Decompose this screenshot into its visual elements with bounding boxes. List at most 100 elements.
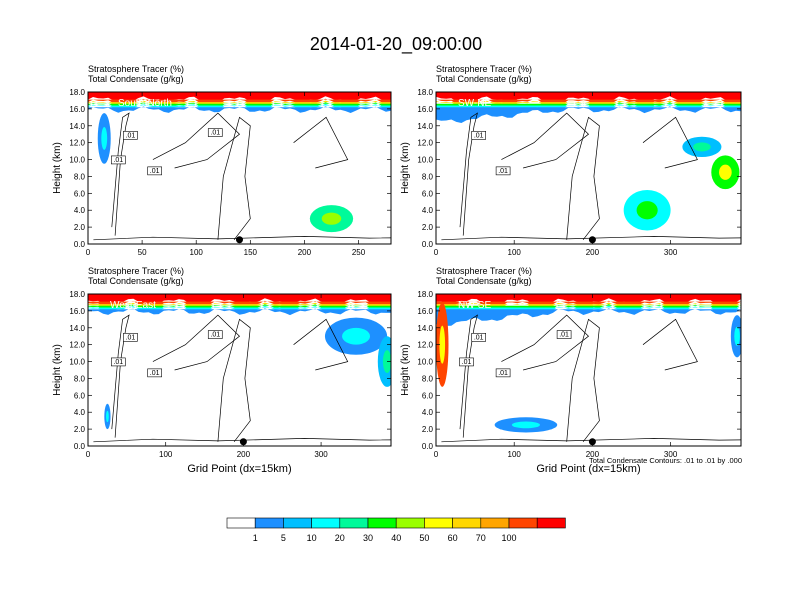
x-axis-label: Grid Point (dx=15km) — [187, 463, 291, 475]
contour-label-box — [207, 330, 223, 339]
y-tick-label: 16.0 — [417, 105, 433, 114]
x-tick-label: 0 — [86, 248, 91, 257]
x-tick-label: 300 — [664, 450, 678, 459]
y-tick-label: 10.0 — [69, 358, 85, 367]
contour-label: .01 — [210, 332, 220, 339]
panel-2: Stratosphere Tracer (%)Total Condensate … — [400, 64, 742, 257]
legend-swatch — [226, 517, 256, 529]
contour-label-box — [111, 357, 126, 367]
condensate-contour — [441, 236, 741, 241]
y-tick-label: 8.0 — [74, 172, 86, 181]
y-tick-label: 14.0 — [417, 324, 433, 333]
condensate-contour — [217, 116, 251, 241]
tracer-field — [88, 92, 391, 244]
x-tick-label: 50 — [138, 248, 147, 257]
location-marker — [588, 236, 596, 244]
x-tick-label: 300 — [664, 248, 678, 257]
tracer-band — [88, 308, 391, 316]
legend-swatch — [424, 517, 453, 529]
y-tick-label: 16.0 — [417, 307, 433, 316]
contour-label: .01 — [498, 168, 508, 175]
y-tick-label: 8.0 — [422, 374, 434, 383]
tracer-intrusion-core — [719, 164, 732, 180]
condensate-contour — [642, 116, 698, 169]
tracer-band — [436, 308, 741, 326]
contour-note: Total Condensate Contours: .01 to .01 by… — [589, 456, 742, 465]
tracer-intrusion-core — [342, 327, 371, 345]
panel-title-condensate: Total Condensate (g/kg) — [436, 74, 532, 84]
x-tick-label: 0 — [434, 248, 439, 257]
x-tick-label: 200 — [237, 450, 251, 459]
panels: Stratosphere Tracer (%)Total Condensate … — [52, 64, 742, 475]
plot-frame — [435, 293, 742, 447]
contour-label-box — [495, 368, 511, 378]
contour-label: .01 — [113, 157, 123, 164]
tracer-band — [88, 294, 391, 305]
panel-title-condensate: Total Condensate (g/kg) — [436, 276, 532, 286]
panel-orientation-label: South-North — [118, 98, 172, 109]
tracer-intrusion-core — [511, 421, 541, 429]
y-tick-label: 10.0 — [417, 156, 433, 165]
x-tick-label: 100 — [508, 450, 522, 459]
x-tick-label: 300 — [314, 450, 328, 459]
contour-label: .01 — [113, 359, 123, 366]
panel-title-tracer: Stratosphere Tracer (%) — [88, 266, 184, 276]
contour-label: .01 — [462, 359, 472, 366]
y-tick-label: 8.0 — [74, 374, 86, 383]
panel-title-tracer: Stratosphere Tracer (%) — [436, 64, 532, 74]
y-tick-label: 6.0 — [422, 189, 434, 198]
tracer-field — [436, 92, 741, 244]
legend-label: 30 — [363, 533, 373, 543]
contour-label-box — [471, 130, 487, 140]
legend-label: 60 — [448, 533, 458, 543]
legend-swatch — [508, 517, 538, 529]
legend-swatch — [283, 517, 312, 529]
legend-label: 1 — [253, 533, 258, 543]
plot-frame — [87, 91, 392, 245]
contour-label: .01 — [150, 168, 160, 175]
y-tick-label: 14.0 — [417, 122, 433, 131]
y-tick-label: 18.0 — [417, 88, 433, 97]
y-axis-label: Height (km) — [52, 344, 63, 396]
y-tick-label: 2.0 — [74, 223, 86, 232]
plot-frame — [435, 91, 742, 245]
tracer-intrusion-core — [382, 350, 391, 373]
y-tick-label: 18.0 — [417, 290, 433, 299]
y-tick-label: 12.0 — [417, 341, 433, 350]
tracer-band — [436, 294, 741, 305]
panel-3: Stratosphere Tracer (%)Total Condensate … — [52, 266, 392, 475]
y-tick-label: 14.0 — [69, 122, 85, 131]
condensate-contour — [293, 116, 349, 169]
x-tick-label: 200 — [586, 450, 600, 459]
y-tick-label: 0.0 — [74, 240, 86, 249]
plot-frame — [87, 293, 392, 447]
panel-orientation-label: SW-NE — [458, 98, 491, 109]
y-axis-label: Height (km) — [400, 344, 411, 396]
x-tick-label: 0 — [434, 450, 439, 459]
contour-label: .01 — [126, 334, 136, 341]
y-tick-label: 10.0 — [69, 156, 85, 165]
tracer-band — [88, 106, 391, 113]
y-tick-label: 2.0 — [74, 425, 86, 434]
panel-orientation-label: West-East — [110, 300, 156, 311]
contour-label-box — [123, 130, 138, 140]
legend-label: 20 — [335, 533, 345, 543]
y-tick-label: 4.0 — [74, 408, 86, 417]
y-tick-label: 6.0 — [74, 391, 86, 400]
condensate-contour — [217, 318, 251, 443]
panel-title-tracer: Stratosphere Tracer (%) — [436, 266, 532, 276]
y-tick-label: 8.0 — [422, 172, 434, 181]
legend-swatch — [536, 517, 566, 529]
panel-title-condensate: Total Condensate (g/kg) — [88, 276, 184, 286]
condensate-contour — [152, 112, 241, 169]
tracer-intrusion-core — [636, 201, 658, 220]
tracer-intrusion-core — [734, 326, 740, 346]
legend-swatch — [311, 517, 341, 529]
tracer-field — [436, 294, 741, 446]
y-tick-label: 14.0 — [69, 324, 85, 333]
y-tick-label: 10.0 — [417, 358, 433, 367]
panel-title-tracer: Stratosphere Tracer (%) — [88, 64, 184, 74]
condensate-contour — [293, 318, 349, 371]
condensate-contour — [501, 112, 590, 169]
